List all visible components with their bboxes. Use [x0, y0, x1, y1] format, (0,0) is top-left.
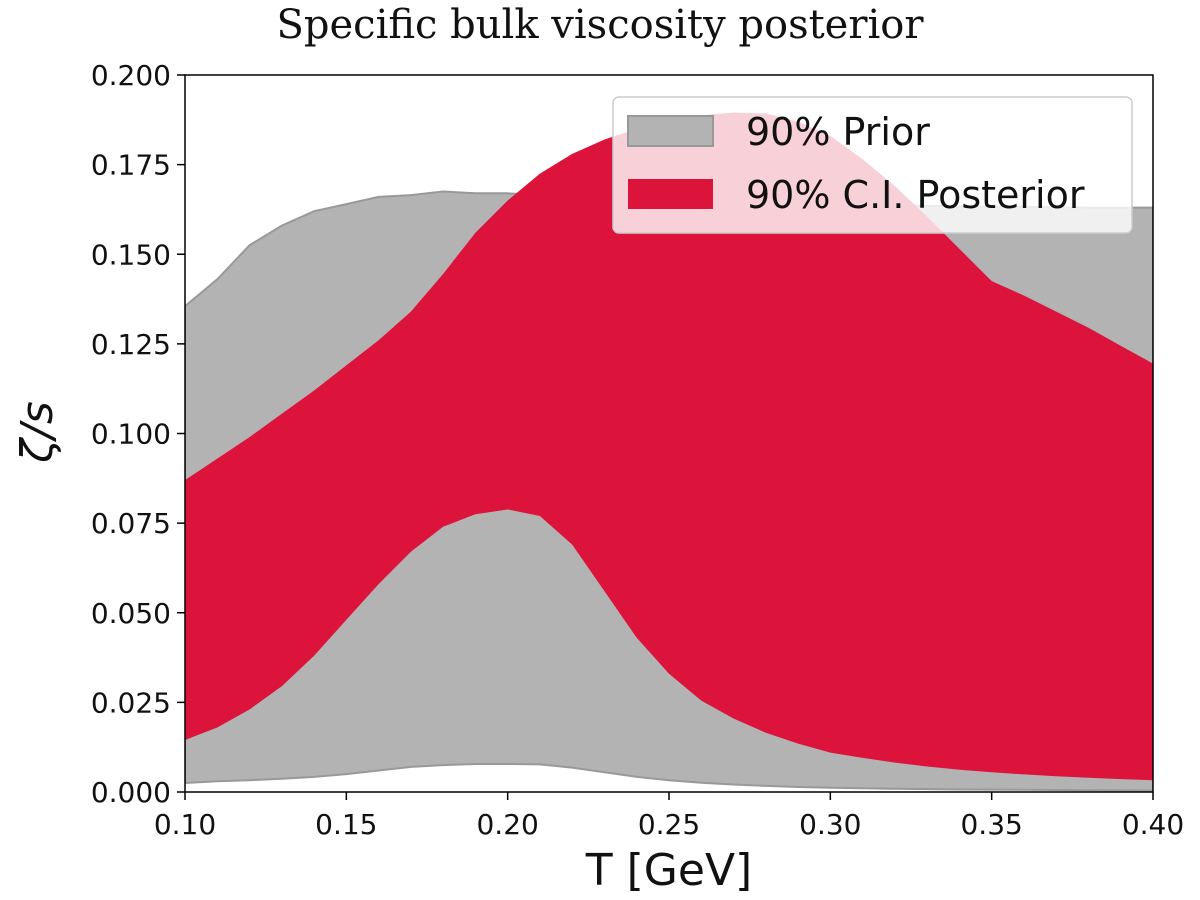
- x-axis-label: T [GeV]: [585, 845, 752, 896]
- y-tick-label: 0.050: [91, 597, 171, 630]
- y-ticks: 0.000 0.025 0.050 0.075 0.100 0.125 0.150 0.175…: [91, 59, 185, 809]
- legend-label: 90% Prior: [746, 110, 930, 154]
- x-tick-label: 0.40: [1122, 808, 1184, 841]
- y-tick-label: 0.150: [91, 238, 171, 271]
- y-tick-label: 0.100: [91, 418, 171, 451]
- legend-label: 90% C.I. Posterior: [746, 173, 1085, 217]
- y-tick-label: 0.075: [91, 507, 171, 540]
- band-posterior: [185, 112, 1153, 781]
- x-tick-label: 0.35: [960, 808, 1022, 841]
- chart-title: Specific bulk viscosity posterior: [277, 2, 925, 48]
- y-tick-label: 0.175: [91, 149, 171, 182]
- bands: [185, 112, 1153, 792]
- x-tick-label: 0.25: [638, 808, 700, 841]
- y-axis-label: ζ/s: [12, 401, 63, 464]
- x-ticks: 0.10 0.15 0.20 0.25 0.30 0.35 0.40: [154, 792, 1184, 841]
- legend: 90% Prior 90% C.I. Posterior: [612, 96, 1133, 234]
- x-tick-label: 0.15: [315, 808, 377, 841]
- y-tick-label: 0.025: [91, 686, 171, 719]
- legend-swatch: [628, 179, 713, 209]
- y-tick-label: 0.200: [91, 59, 171, 92]
- x-tick-label: 0.20: [476, 808, 538, 841]
- x-tick-label: 0.30: [799, 808, 861, 841]
- legend-swatch: [627, 115, 714, 147]
- y-tick-label: 0.000: [91, 776, 171, 809]
- y-tick-label: 0.125: [91, 328, 171, 361]
- plot-frame: [184, 74, 1154, 793]
- legend-box: [612, 96, 1133, 234]
- x-tick-label: 0.10: [154, 808, 216, 841]
